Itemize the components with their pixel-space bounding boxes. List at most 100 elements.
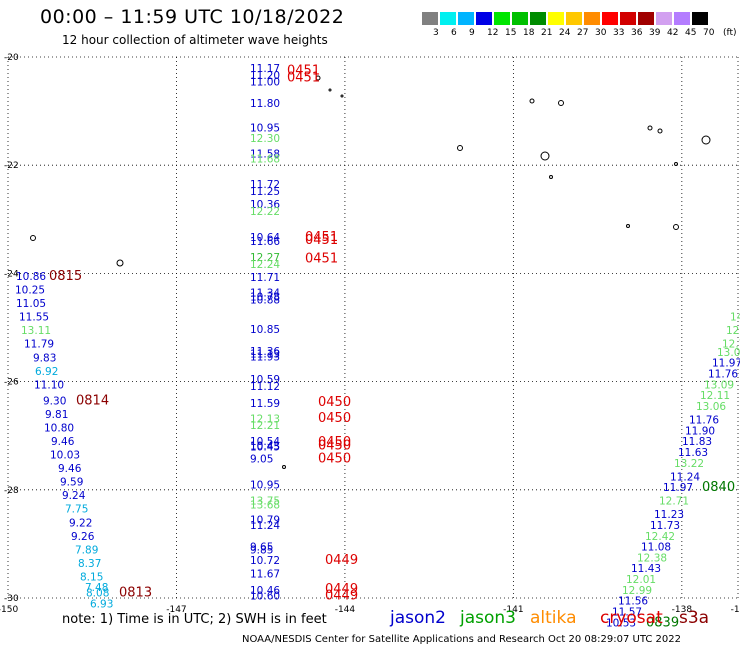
swh-value: 13.68 bbox=[250, 499, 280, 511]
swh-value: 13.09 bbox=[704, 379, 734, 391]
swh-value: 7.89 bbox=[75, 544, 98, 556]
island-outline bbox=[30, 235, 36, 241]
island-outline bbox=[647, 125, 653, 131]
scale-swatch bbox=[458, 12, 474, 25]
island-outline bbox=[673, 224, 679, 230]
swh-value: 9.05 bbox=[250, 453, 273, 465]
y-tick-label: -26 bbox=[4, 378, 19, 388]
swh-value: 11.97 bbox=[663, 482, 693, 494]
swh-value: 11.00 bbox=[250, 76, 280, 88]
island-outline bbox=[540, 151, 550, 161]
swh-value: 12.24 bbox=[250, 259, 280, 271]
swh-value: 11.93 bbox=[250, 352, 280, 364]
satellite-label-cryosat: cryosat bbox=[600, 608, 663, 628]
scale-label: 9 bbox=[469, 28, 475, 38]
pass-time: 0449 bbox=[325, 553, 358, 568]
x-tick-label: -13 bbox=[731, 605, 740, 615]
scale-label: 30 bbox=[595, 28, 607, 38]
pass-time: 0451 bbox=[305, 230, 338, 245]
swh-value: 10.79 bbox=[250, 515, 280, 527]
island-outline bbox=[701, 135, 711, 145]
swh-value: 12.13 bbox=[250, 413, 280, 425]
scale-label: 42 bbox=[667, 28, 679, 38]
pass-time: 0450 bbox=[318, 451, 351, 466]
swh-value: 11.80 bbox=[250, 98, 280, 110]
island-outline bbox=[549, 175, 553, 179]
swh-value: 10.45 bbox=[250, 442, 280, 454]
scale-swatch bbox=[656, 12, 672, 25]
scale-label: 24 bbox=[559, 28, 571, 38]
swh-value: 11.24 bbox=[250, 520, 280, 532]
swh-value: 12.11 bbox=[700, 390, 730, 402]
swh-value: 12 bbox=[726, 325, 739, 337]
scale-swatch bbox=[602, 12, 618, 25]
swh-value: 6.93 bbox=[90, 598, 113, 610]
satellite-label-s3a: s3a bbox=[679, 608, 710, 628]
pass-time: 0451 bbox=[305, 233, 338, 248]
island-outline bbox=[340, 94, 344, 98]
swh-value: 12.38 bbox=[637, 552, 667, 564]
pass-time: 0451 bbox=[305, 251, 338, 266]
pass-time: 0815 bbox=[49, 269, 82, 284]
pass-time: 0450 bbox=[318, 411, 351, 426]
swh-value: 13.06 bbox=[696, 401, 726, 413]
scale-swatch bbox=[692, 12, 708, 25]
island-outline bbox=[674, 162, 678, 166]
swh-value: 11.76 bbox=[708, 368, 738, 380]
swh-value: 9.22 bbox=[69, 517, 92, 529]
map-subtitle: 12 hour collection of altimeter wave hei… bbox=[62, 33, 328, 47]
swh-value: 12.7 bbox=[722, 339, 740, 351]
swh-value: 13.75 bbox=[250, 496, 280, 508]
swh-value: 12.22 bbox=[250, 206, 280, 218]
swh-value: 9.85 bbox=[250, 544, 273, 556]
swh-value: 11.17 bbox=[250, 63, 280, 75]
swh-value: 9.30 bbox=[43, 396, 66, 408]
swh-value: 10.80 bbox=[44, 423, 74, 435]
swh-value: 13.22 bbox=[674, 458, 704, 470]
swh-value: 11.56 bbox=[618, 596, 648, 608]
island-outline bbox=[328, 88, 332, 92]
swh-value: 12.42 bbox=[645, 531, 675, 543]
x-tick-label: -138 bbox=[672, 605, 693, 615]
swh-value: 11.25 bbox=[250, 186, 280, 198]
map-title: 00:00 – 11:59 UTC 10/18/2022 bbox=[40, 6, 345, 28]
swh-value: 10.85 bbox=[250, 324, 280, 336]
scale-label: 18 bbox=[523, 28, 535, 38]
swh-value: 10.86 bbox=[16, 271, 46, 283]
swh-value: 11.08 bbox=[641, 542, 671, 554]
pass-time: 0450 bbox=[318, 438, 351, 453]
swh-value: 11.12 bbox=[250, 381, 280, 393]
scale-label: 39 bbox=[649, 28, 661, 38]
swh-value: 11.10 bbox=[34, 379, 64, 391]
swh-value: 11.36 bbox=[250, 346, 280, 358]
pass-time: 0450 bbox=[318, 435, 351, 450]
y-tick-label: -28 bbox=[4, 486, 19, 496]
island-outline bbox=[626, 224, 630, 228]
swh-value: 11.55 bbox=[19, 312, 49, 324]
scale-swatch bbox=[422, 12, 438, 25]
swh-value: 10.64 bbox=[250, 232, 280, 244]
swh-value: 9.26 bbox=[71, 531, 95, 543]
pass-time: 0839 bbox=[646, 615, 679, 630]
swh-value: 11.57 bbox=[612, 607, 642, 619]
swh-value: 9.59 bbox=[60, 477, 83, 489]
swh-value: 10.59 bbox=[250, 374, 280, 386]
swh-value: 11.23 bbox=[654, 509, 684, 521]
swh-value: 11.58 bbox=[250, 148, 280, 160]
scale-label: 27 bbox=[577, 28, 589, 38]
swh-value: 9.83 bbox=[33, 352, 56, 364]
swh-value: 13.11 bbox=[21, 325, 51, 337]
swh-value: 8.15 bbox=[80, 571, 103, 583]
swh-value: 8.08 bbox=[86, 588, 109, 600]
swh-value: 11.66 bbox=[250, 236, 280, 248]
scale-label: 12 bbox=[487, 28, 499, 38]
y-tick-label: -20 bbox=[4, 53, 19, 63]
scale-swatch bbox=[530, 12, 546, 25]
swh-value: 12.21 bbox=[250, 420, 280, 432]
swh-value: 10.25 bbox=[15, 285, 45, 297]
pass-time: 0814 bbox=[76, 394, 109, 409]
swh-value: 11.63 bbox=[678, 447, 708, 459]
swh-value: 11.13 bbox=[250, 348, 280, 360]
swh-value: 12.27 bbox=[250, 252, 280, 264]
